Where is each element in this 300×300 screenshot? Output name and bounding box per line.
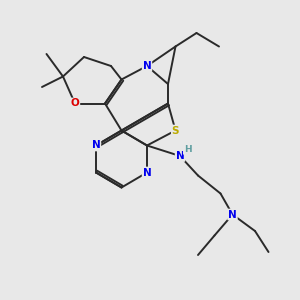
Text: N: N: [92, 140, 100, 151]
Text: N: N: [228, 209, 237, 220]
Text: N: N: [176, 151, 184, 161]
Text: N: N: [142, 61, 152, 71]
Text: O: O: [70, 98, 80, 109]
Text: N: N: [142, 167, 152, 178]
Text: H: H: [184, 145, 191, 154]
Text: S: S: [172, 125, 179, 136]
